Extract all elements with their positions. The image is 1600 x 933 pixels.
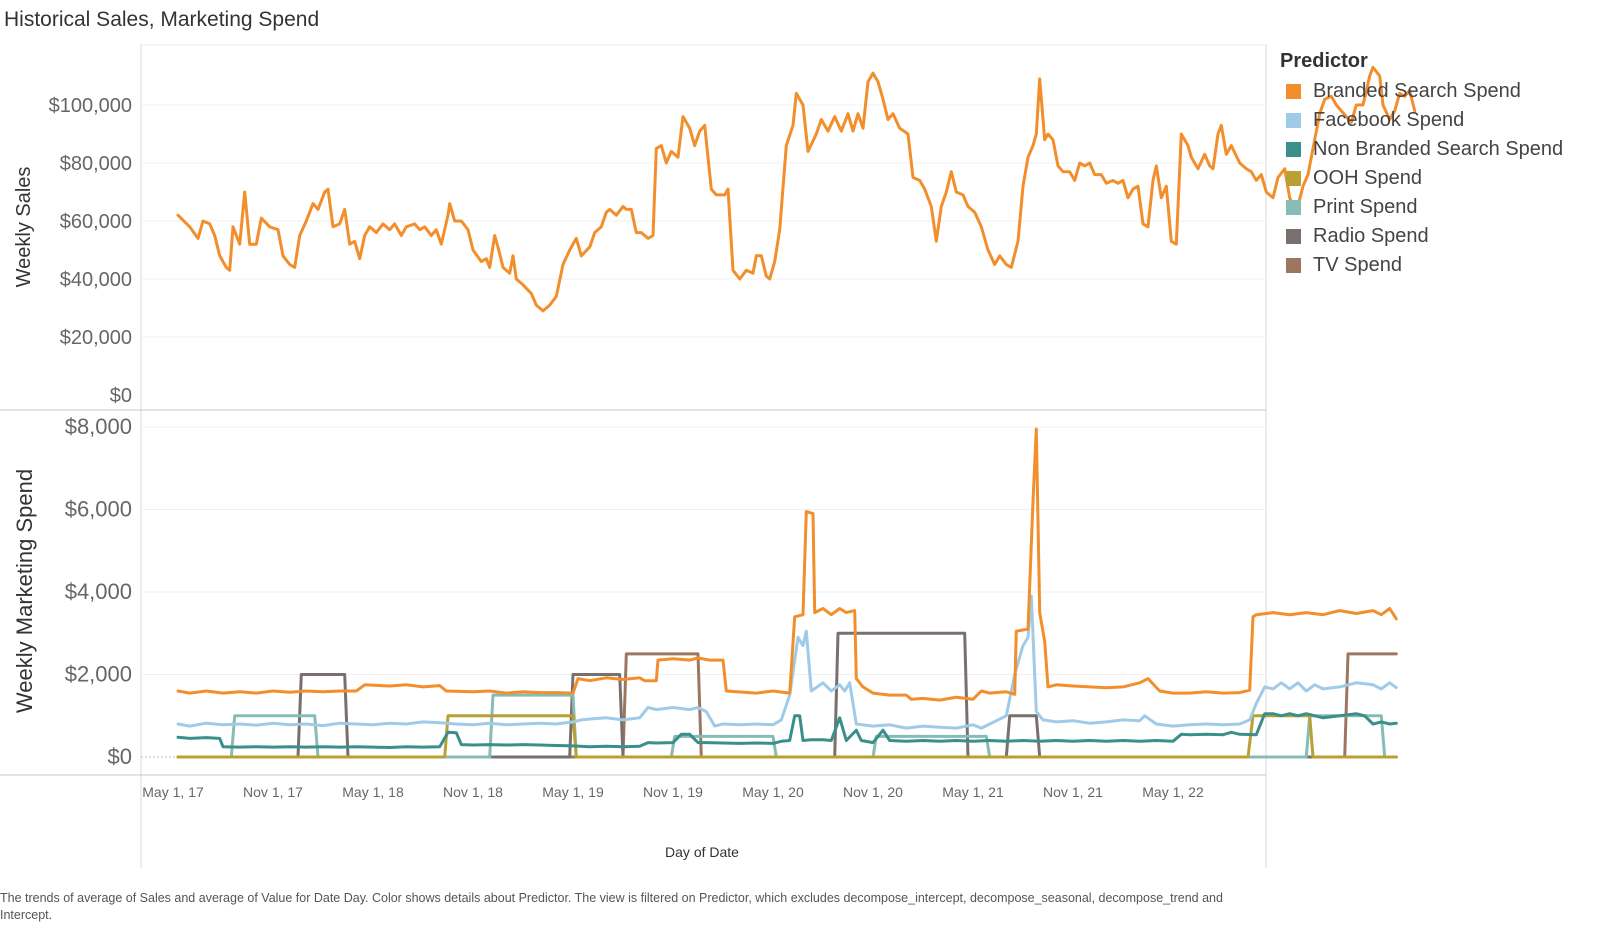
y-tick-label: $8,000: [65, 414, 132, 439]
y-tick-label: $6,000: [65, 497, 132, 522]
series-line-branded-search-spend: [176, 427, 1398, 702]
legend-item-branded-search[interactable]: Branded Search Spend: [1280, 77, 1563, 106]
chart-caption: The trends of average of Sales and avera…: [0, 891, 1223, 922]
x-tick-label: May 1, 17: [142, 784, 204, 800]
x-tick-label: May 1, 18: [342, 784, 404, 800]
series-line-non-branded-search-spend: [176, 712, 1398, 749]
x-tick-label: Nov 1, 18: [443, 784, 503, 800]
series-line-print-spend: [176, 693, 1398, 759]
series-line-ooh-spend: [176, 714, 1398, 759]
chart-title: Historical Sales, Marketing Spend: [4, 8, 320, 31]
spend-gridlines: [141, 426, 1266, 675]
x-tick-label: May 1, 20: [742, 784, 804, 800]
sales-y-tick-labels: $0 $20,000 $40,000 $60,000 $80,000 $100,000: [49, 95, 132, 407]
legend-label: OOH Spend: [1313, 167, 1422, 189]
y-tick-label: $60,000: [60, 211, 132, 233]
y-tick-label: $100,000: [49, 95, 132, 117]
legend-item-radio[interactable]: Radio Spend: [1280, 222, 1563, 251]
x-tick-label: May 1, 21: [942, 784, 1004, 800]
y-tick-label: $0: [108, 744, 132, 769]
legend-label: Non Branded Search Spend: [1313, 138, 1564, 160]
legend-label: TV Spend: [1313, 254, 1402, 276]
x-tick-label: Nov 1, 21: [1043, 784, 1103, 800]
sales-series-lines: [176, 65, 1417, 313]
legend-title: Predictor: [1280, 50, 1368, 72]
legend-swatch: [1286, 113, 1301, 128]
spend-y-axis-title: Weekly Marketing Spend: [12, 469, 37, 713]
series-line-radio-spend: [176, 631, 1398, 759]
legend-swatch: [1286, 229, 1301, 244]
legend-item-print[interactable]: Print Spend: [1280, 193, 1563, 222]
y-tick-label: $40,000: [60, 269, 132, 291]
series-line-facebook-spend: [176, 594, 1398, 730]
spend-y-tick-labels: $0 $2,000 $4,000 $6,000 $8,000: [65, 414, 132, 769]
legend-item-tv[interactable]: TV Spend: [1280, 251, 1563, 280]
x-tick-labels: May 1, 17 Nov 1, 17 May 1, 18 Nov 1, 18 May …: [142, 784, 1204, 800]
legend-swatch: [1286, 258, 1301, 273]
sales-y-axis-title: Weekly Sales: [13, 167, 35, 288]
legend-item-non-branded-search[interactable]: Non Branded Search Spend: [1280, 135, 1563, 164]
legend-swatch: [1286, 84, 1301, 99]
x-tick-label: Nov 1, 19: [643, 784, 703, 800]
x-axis-title: Day of Date: [665, 844, 739, 860]
y-tick-label: $4,000: [65, 579, 132, 604]
legend-swatch: [1286, 142, 1301, 157]
x-tick-label: May 1, 19: [542, 784, 604, 800]
legend-label: Radio Spend: [1313, 225, 1429, 247]
series-line-weekly-sales: [176, 65, 1417, 313]
legend-label: Branded Search Spend: [1313, 80, 1521, 102]
x-tick-label: May 1, 22: [1142, 784, 1204, 800]
legend-label: Facebook Spend: [1313, 109, 1465, 131]
y-tick-label: $20,000: [60, 327, 132, 349]
legend-swatch: [1286, 200, 1301, 215]
x-tick-label: Nov 1, 20: [843, 784, 903, 800]
y-tick-label: $0: [110, 385, 132, 407]
legend-swatch: [1286, 171, 1301, 186]
y-tick-label: $2,000: [65, 662, 132, 687]
sales-gridlines: [141, 104, 1266, 338]
x-tick-label: Nov 1, 17: [243, 784, 303, 800]
spend-series-lines: [176, 427, 1398, 759]
y-tick-label: $80,000: [60, 153, 132, 175]
legend-item-facebook[interactable]: Facebook Spend: [1280, 106, 1563, 135]
legend-label: Print Spend: [1313, 196, 1418, 218]
legend-item-ooh[interactable]: OOH Spend: [1280, 164, 1563, 193]
legend: Predictor Branded Search Spend Facebook …: [1280, 50, 1563, 280]
